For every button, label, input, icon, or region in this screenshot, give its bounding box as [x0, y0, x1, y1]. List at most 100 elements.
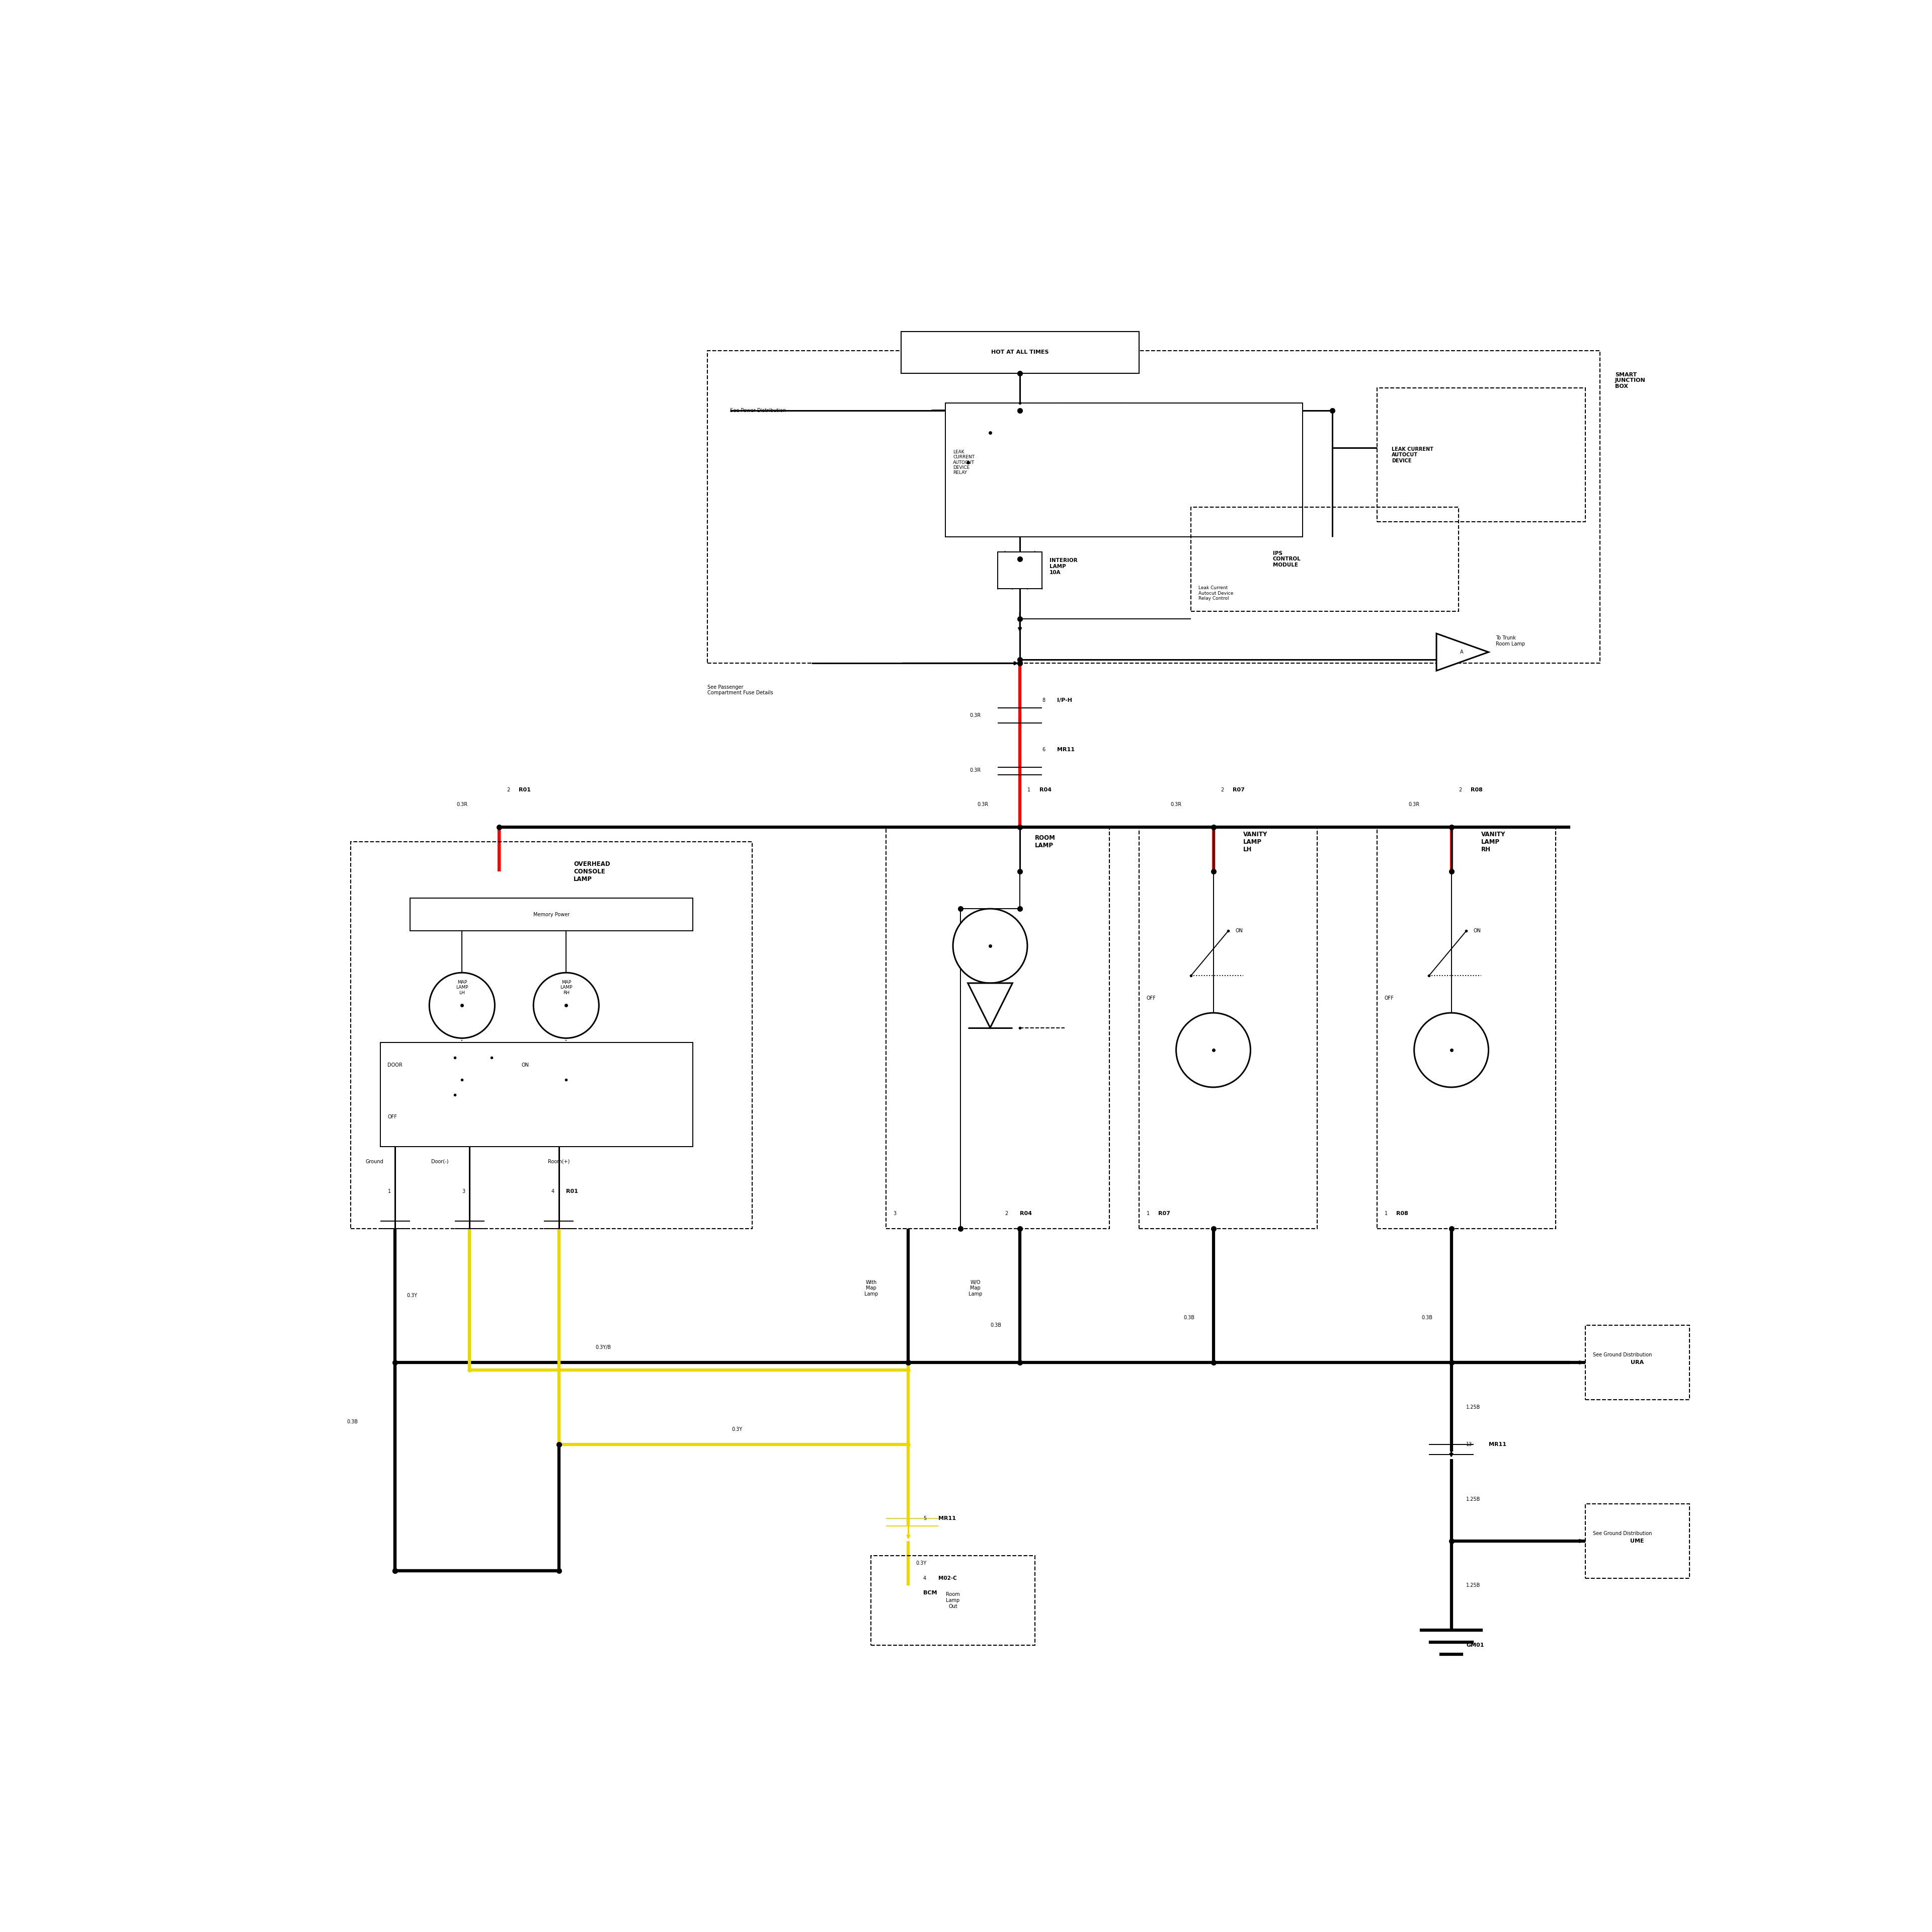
- Text: 1.25B: 1.25B: [1466, 1497, 1480, 1501]
- Text: VANITY
LAMP
RH: VANITY LAMP RH: [1482, 831, 1505, 852]
- Text: 2: 2: [1459, 786, 1463, 792]
- Text: 0.3B: 0.3B: [348, 1420, 357, 1424]
- Text: See Ground Distribution: See Ground Distribution: [1592, 1352, 1652, 1358]
- Text: MAP
LAMP
RH: MAP LAMP RH: [560, 980, 572, 995]
- Text: VANITY
LAMP
LH: VANITY LAMP LH: [1242, 831, 1267, 852]
- Bar: [997, 553, 1041, 589]
- Text: 4: 4: [923, 1577, 925, 1580]
- Text: 1: 1: [388, 1188, 390, 1194]
- Text: R08: R08: [1470, 786, 1482, 792]
- Text: 4: 4: [551, 1188, 554, 1194]
- Text: MR11: MR11: [1488, 1441, 1507, 1447]
- Text: R08: R08: [1397, 1211, 1408, 1217]
- Bar: [1584, 1503, 1689, 1578]
- Bar: [381, 1043, 692, 1148]
- Text: 2: 2: [1221, 786, 1223, 792]
- Text: 2: 2: [506, 786, 510, 792]
- Text: R07: R07: [1159, 1211, 1171, 1217]
- Text: Ground: Ground: [365, 1159, 383, 1165]
- Text: 0.3R: 0.3R: [1408, 802, 1420, 808]
- Text: HOT AT ALL TIMES: HOT AT ALL TIMES: [991, 350, 1049, 355]
- Text: Room
Lamp
Out: Room Lamp Out: [947, 1592, 960, 1609]
- Bar: [707, 352, 1600, 663]
- Text: OVERHEAD
CONSOLE
LAMP: OVERHEAD CONSOLE LAMP: [574, 862, 611, 883]
- Text: LEAK
CURRENT
AUTOCUT
DEVICE
RELAY: LEAK CURRENT AUTOCUT DEVICE RELAY: [952, 450, 974, 475]
- Text: OFF: OFF: [1385, 995, 1393, 1001]
- Text: INTERIOR
LAMP
10A: INTERIOR LAMP 10A: [1049, 558, 1078, 576]
- Bar: [900, 332, 1140, 373]
- Text: To Trunk
Room Lamp: To Trunk Room Lamp: [1495, 636, 1524, 647]
- Text: ON: ON: [1236, 929, 1242, 933]
- Polygon shape: [968, 983, 1012, 1028]
- Text: URA: URA: [1631, 1360, 1644, 1366]
- Bar: [1138, 827, 1318, 1229]
- Text: ON: ON: [522, 1063, 529, 1068]
- Text: M02-C: M02-C: [939, 1577, 956, 1580]
- Text: 8: 8: [1041, 697, 1045, 703]
- Bar: [350, 842, 752, 1229]
- Text: See Passenger
Compartment Fuse Details: See Passenger Compartment Fuse Details: [707, 684, 773, 696]
- Text: OFF: OFF: [1146, 995, 1155, 1001]
- Bar: [945, 404, 1302, 537]
- Text: 0.3Y/B: 0.3Y/B: [595, 1345, 611, 1350]
- Text: R04: R04: [1020, 1211, 1032, 1217]
- Text: 0.3R: 0.3R: [970, 767, 981, 773]
- Circle shape: [533, 972, 599, 1037]
- Text: R01: R01: [566, 1188, 578, 1194]
- Bar: [410, 898, 692, 931]
- Text: Door(-): Door(-): [431, 1159, 448, 1165]
- Text: 3: 3: [893, 1211, 896, 1217]
- Text: OFF: OFF: [388, 1115, 398, 1119]
- Text: With
Map
Lamp: With Map Lamp: [864, 1279, 877, 1296]
- Circle shape: [429, 972, 495, 1037]
- Text: 1: 1: [1146, 1211, 1150, 1217]
- Text: 0.3Y: 0.3Y: [732, 1428, 742, 1432]
- Text: DOOR: DOOR: [388, 1063, 402, 1068]
- Text: MR11: MR11: [1057, 748, 1074, 752]
- Text: 0.3Y: 0.3Y: [916, 1561, 927, 1565]
- Text: ROOM
LAMP: ROOM LAMP: [1036, 835, 1055, 848]
- Text: R04: R04: [1039, 786, 1051, 792]
- Text: GM01: GM01: [1466, 1642, 1484, 1648]
- Text: 0.3B: 0.3B: [1422, 1316, 1434, 1320]
- Bar: [1378, 827, 1555, 1229]
- Text: 13: 13: [1466, 1441, 1472, 1447]
- Text: 0.3B: 0.3B: [1184, 1316, 1194, 1320]
- Text: I/P-H: I/P-H: [1057, 697, 1072, 703]
- Text: BCM: BCM: [923, 1590, 937, 1596]
- Text: 6: 6: [1041, 748, 1045, 752]
- Text: 3: 3: [462, 1188, 466, 1194]
- Text: W/O
Map
Lamp: W/O Map Lamp: [968, 1279, 981, 1296]
- Bar: [1584, 1325, 1689, 1399]
- Text: A: A: [1461, 649, 1463, 655]
- Text: ON: ON: [1474, 929, 1482, 933]
- Circle shape: [1177, 1012, 1250, 1088]
- Text: 2: 2: [1005, 1211, 1009, 1217]
- Circle shape: [1414, 1012, 1488, 1088]
- Text: Memory Power: Memory Power: [533, 912, 570, 918]
- Text: 0.3R: 0.3R: [1171, 802, 1182, 808]
- Bar: [887, 827, 1109, 1229]
- Polygon shape: [1435, 634, 1488, 670]
- Bar: [1378, 388, 1584, 522]
- Text: UME: UME: [1631, 1538, 1644, 1544]
- Text: SMART
JUNCTION
BOX: SMART JUNCTION BOX: [1615, 373, 1646, 388]
- Text: MAP
LAMP
LH: MAP LAMP LH: [456, 980, 468, 995]
- Text: 1.25B: 1.25B: [1466, 1405, 1480, 1410]
- Text: Room(+): Room(+): [549, 1159, 570, 1165]
- Text: 0.3R: 0.3R: [456, 802, 468, 808]
- Bar: [871, 1555, 1036, 1646]
- Text: See Power Distribution: See Power Distribution: [730, 408, 786, 413]
- Text: 0.3R: 0.3R: [970, 713, 981, 719]
- Text: R07: R07: [1233, 786, 1244, 792]
- Text: 1: 1: [1385, 1211, 1387, 1217]
- Text: See Ground Distribution: See Ground Distribution: [1592, 1530, 1652, 1536]
- Text: 1.25B: 1.25B: [1466, 1582, 1480, 1588]
- Text: LEAK CURRENT
AUTOCUT
DEVICE: LEAK CURRENT AUTOCUT DEVICE: [1391, 446, 1434, 464]
- Text: IPS
CONTROL
MODULE: IPS CONTROL MODULE: [1273, 551, 1300, 568]
- Text: 0.3R: 0.3R: [978, 802, 989, 808]
- Circle shape: [952, 908, 1028, 983]
- Text: 1: 1: [1028, 786, 1030, 792]
- Text: 0.3Y: 0.3Y: [408, 1293, 417, 1298]
- Text: Leak Current
Autocut Device
Relay Control: Leak Current Autocut Device Relay Contro…: [1198, 585, 1233, 601]
